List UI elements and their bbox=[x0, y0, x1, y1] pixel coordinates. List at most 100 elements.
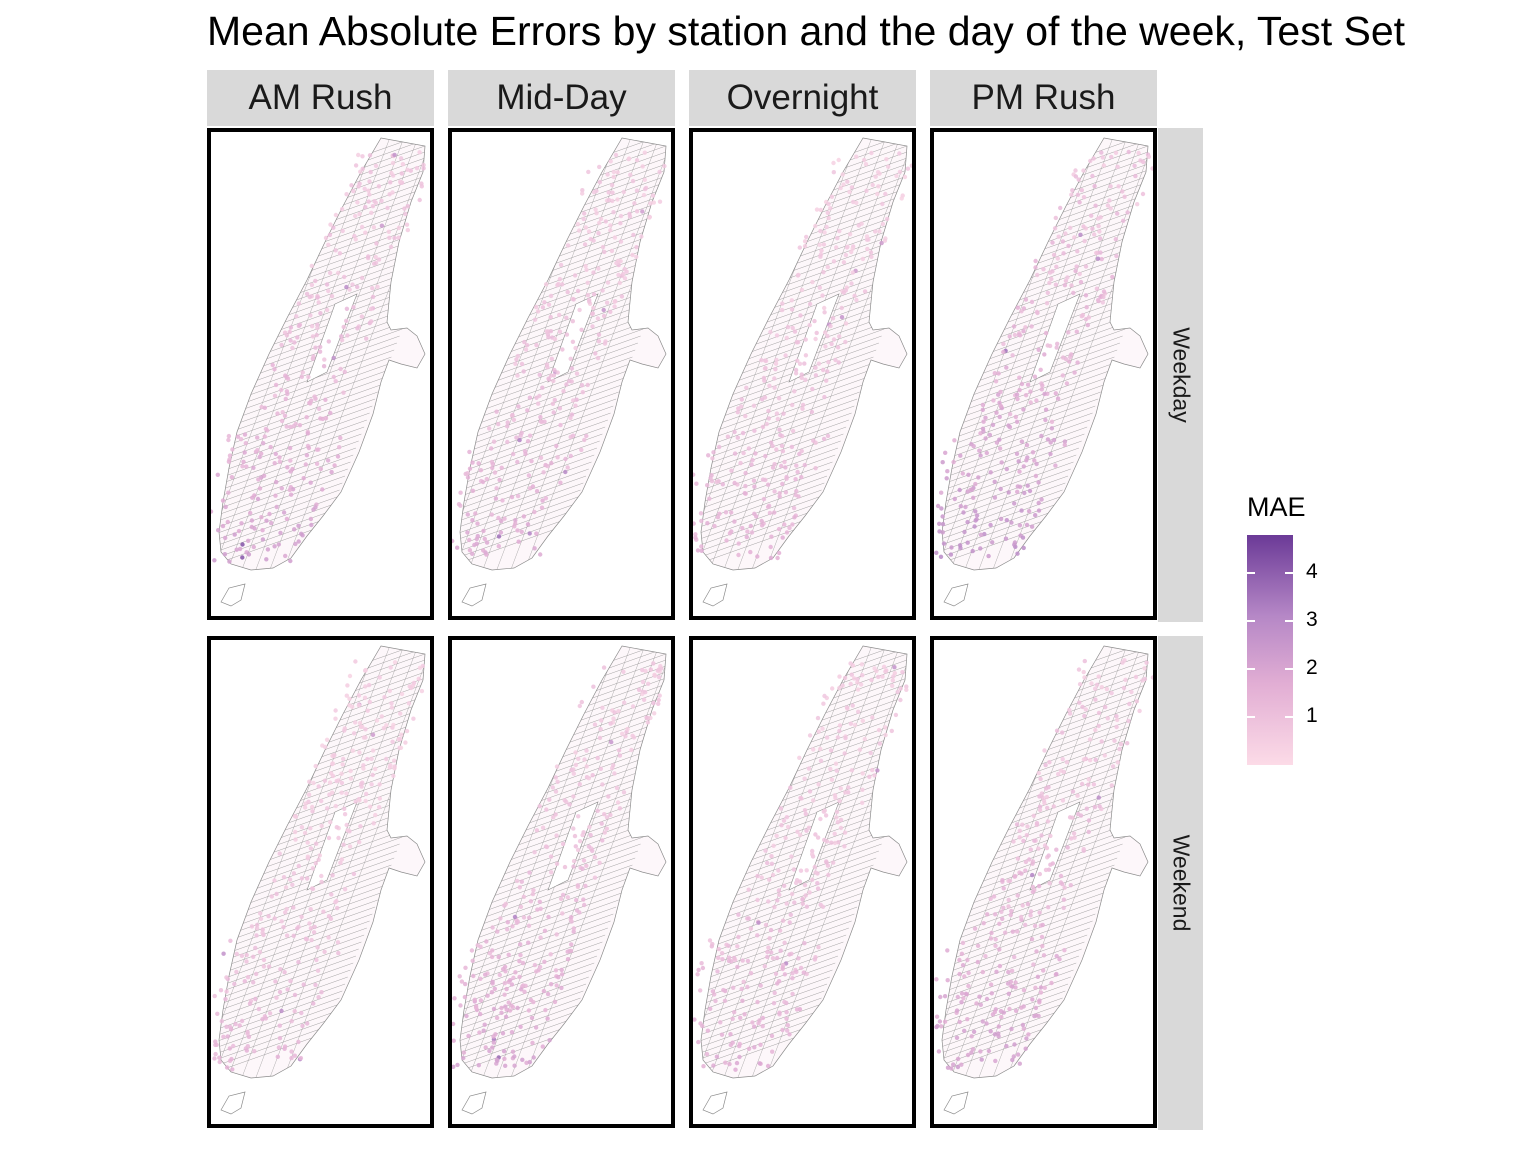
station-point bbox=[795, 469, 800, 475]
station-point bbox=[850, 703, 855, 708]
station-point bbox=[860, 787, 865, 792]
station-point bbox=[745, 916, 750, 921]
station-point bbox=[325, 806, 330, 811]
station-point bbox=[804, 828, 809, 833]
station-point bbox=[822, 693, 827, 699]
station-point bbox=[516, 539, 521, 544]
station-point bbox=[331, 355, 336, 361]
station-point bbox=[521, 915, 527, 920]
station-point bbox=[414, 166, 420, 171]
station-point bbox=[717, 511, 722, 516]
tract-boundary bbox=[942, 503, 1058, 565]
station-point bbox=[554, 983, 559, 988]
station-point bbox=[742, 491, 747, 496]
station-point bbox=[787, 525, 792, 531]
station-point bbox=[599, 821, 604, 826]
station-point bbox=[368, 169, 373, 175]
station-point bbox=[381, 726, 387, 731]
station-point bbox=[1120, 189, 1125, 194]
station-point bbox=[767, 383, 772, 388]
station-point bbox=[765, 860, 770, 866]
station-point bbox=[837, 685, 842, 691]
station-point bbox=[552, 367, 557, 373]
station-point bbox=[260, 930, 265, 935]
station-point bbox=[807, 789, 813, 794]
station-point bbox=[815, 835, 821, 840]
station-point bbox=[818, 746, 823, 752]
station-point bbox=[975, 959, 980, 965]
station-point bbox=[714, 1054, 720, 1059]
station-point bbox=[1084, 806, 1089, 811]
station-point bbox=[816, 361, 822, 366]
station-point bbox=[1096, 795, 1101, 800]
station-point bbox=[1044, 301, 1050, 306]
station-point bbox=[803, 353, 809, 358]
station-point bbox=[576, 814, 581, 819]
station-point bbox=[507, 978, 513, 983]
station-point bbox=[1082, 675, 1087, 680]
station-point bbox=[892, 671, 897, 676]
station-point bbox=[299, 914, 304, 919]
station-point bbox=[799, 475, 804, 480]
station-point bbox=[862, 157, 867, 163]
station-point bbox=[470, 488, 476, 493]
station-point bbox=[326, 242, 331, 247]
station-point bbox=[571, 767, 576, 772]
station-point bbox=[1031, 813, 1036, 818]
station-point bbox=[505, 439, 510, 445]
station-point bbox=[695, 548, 701, 553]
station-point bbox=[253, 996, 258, 1002]
station-point bbox=[367, 192, 372, 197]
station-point bbox=[1023, 1046, 1028, 1051]
station-point bbox=[1086, 818, 1092, 823]
station-point bbox=[309, 937, 314, 943]
station-point bbox=[1003, 536, 1009, 541]
station-point bbox=[640, 667, 645, 673]
tract-boundary bbox=[942, 138, 1102, 570]
station-point bbox=[904, 684, 909, 689]
station-point bbox=[726, 955, 732, 960]
station-point bbox=[810, 279, 815, 285]
station-point bbox=[752, 484, 757, 489]
station-point bbox=[980, 402, 986, 408]
map-panel-weekday-overnight bbox=[689, 128, 916, 620]
station-point bbox=[1021, 1026, 1026, 1031]
station-point bbox=[509, 1003, 514, 1008]
station-point bbox=[1039, 433, 1044, 439]
station-point bbox=[571, 794, 576, 799]
station-point bbox=[357, 720, 363, 726]
station-point bbox=[883, 191, 888, 197]
station-point bbox=[898, 686, 903, 691]
station-point bbox=[559, 972, 565, 977]
station-point bbox=[355, 200, 360, 205]
station-point bbox=[290, 487, 296, 492]
station-point bbox=[1080, 704, 1085, 710]
station-point bbox=[521, 514, 527, 519]
tract-boundary bbox=[219, 969, 351, 1031]
station-point bbox=[1081, 195, 1087, 200]
station-point bbox=[348, 776, 354, 781]
station-point bbox=[547, 797, 552, 802]
station-point bbox=[1055, 256, 1060, 261]
station-point bbox=[312, 924, 317, 930]
station-point bbox=[803, 811, 808, 817]
station-point bbox=[609, 739, 614, 745]
station-point bbox=[813, 832, 818, 837]
station-point bbox=[1032, 923, 1038, 929]
station-point bbox=[465, 530, 470, 535]
station-point bbox=[545, 1016, 550, 1021]
station-point bbox=[991, 894, 997, 899]
station-point bbox=[1122, 194, 1127, 199]
station-point bbox=[1132, 163, 1137, 168]
station-point bbox=[292, 992, 298, 998]
station-point bbox=[318, 416, 323, 421]
station-point bbox=[693, 472, 696, 477]
station-point bbox=[1075, 793, 1080, 798]
station-point bbox=[481, 528, 486, 534]
station-point bbox=[1032, 374, 1038, 379]
station-point bbox=[867, 774, 872, 779]
station-point bbox=[306, 374, 311, 380]
station-point bbox=[634, 254, 639, 260]
station-point bbox=[213, 1051, 218, 1057]
station-point bbox=[353, 659, 358, 664]
